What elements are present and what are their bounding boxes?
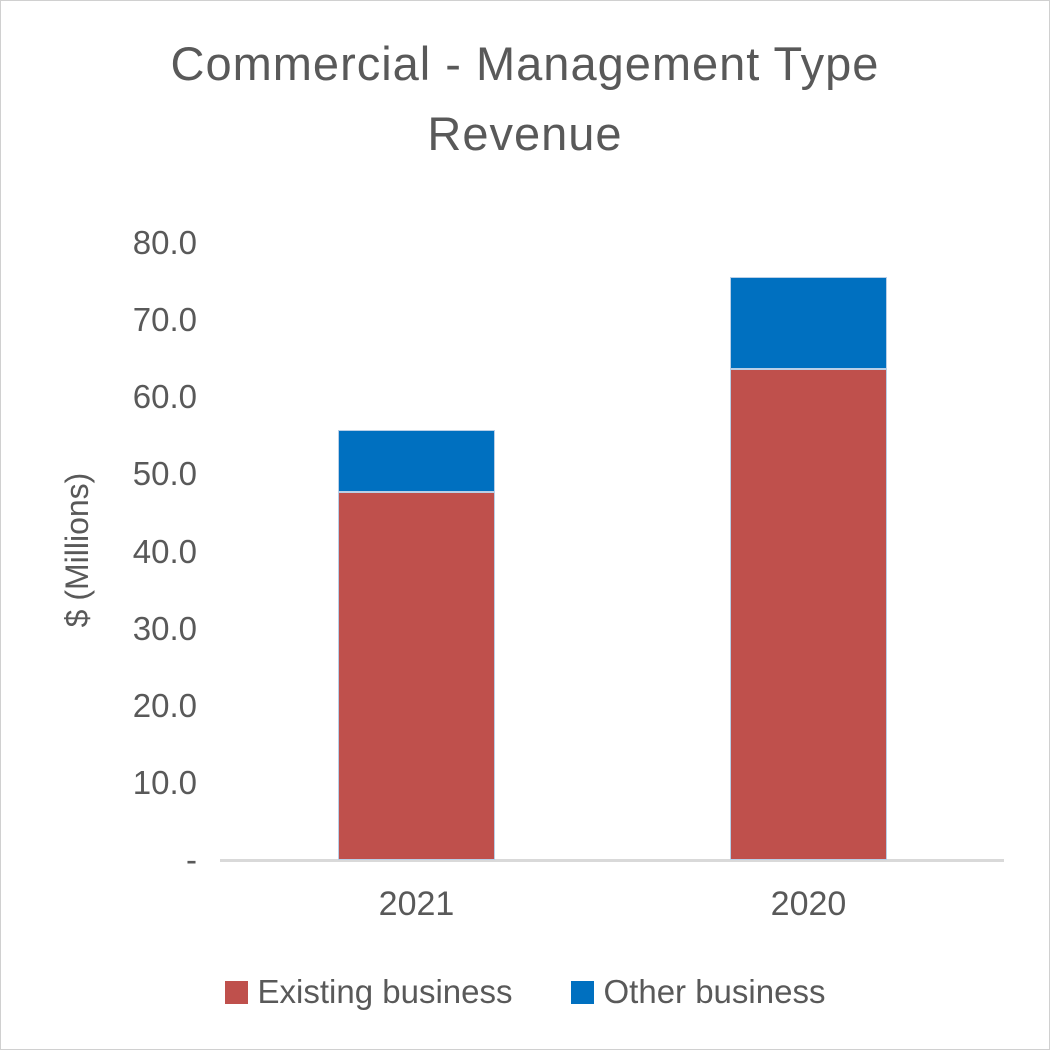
chart-title-line-1: Commercial - Management Type <box>170 37 880 90</box>
x-axis-line <box>220 859 1004 862</box>
legend-swatch-icon <box>224 980 248 1004</box>
y-tick-label: 20.0 <box>132 686 197 724</box>
x-tick-label-2020: 2020 <box>770 885 847 923</box>
y-tick-label: - <box>186 841 197 878</box>
y-tick-label: 10.0 <box>132 763 197 801</box>
legend-label: Other business <box>603 973 826 1010</box>
y-tick-label: 60.0 <box>132 378 197 416</box>
y-tick-label: 50.0 <box>132 455 197 493</box>
legend-item-existing-business: Existing business <box>224 973 513 1011</box>
bar-segment-2021-other-business <box>338 429 495 493</box>
bar-segment-2021-existing-business <box>338 492 495 860</box>
x-tick-label-2021: 2021 <box>378 885 455 923</box>
y-tick-label: 40.0 <box>132 532 197 570</box>
y-tick-label: 30.0 <box>132 609 197 647</box>
bar-segment-2020-other-business <box>730 276 887 369</box>
legend-swatch-icon <box>570 980 594 1004</box>
y-tick-label: 80.0 <box>132 224 197 261</box>
legend-item-other-business: Other business <box>570 973 826 1011</box>
legend-label: Existing business <box>257 973 513 1010</box>
bar-segment-2020-existing-business <box>730 368 887 860</box>
chart-title: Commercial - Management Type Revenue <box>1 29 1049 169</box>
legend: Existing business Other business <box>1 973 1049 1011</box>
chart-title-line-2: Revenue <box>427 107 623 160</box>
y-tick-label: 70.0 <box>132 301 197 339</box>
